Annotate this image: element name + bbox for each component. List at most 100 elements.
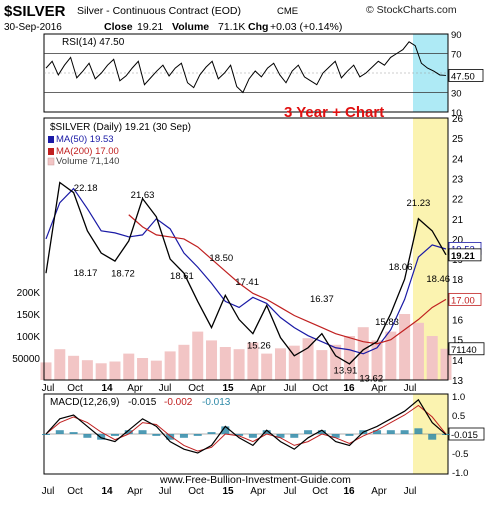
date-tick-label: 14 (101, 486, 113, 497)
date-tick-label: Oct (67, 383, 83, 394)
macd-legend-prefix: MACD(12,26,9) (50, 397, 119, 408)
volume-bar (206, 340, 218, 380)
price-legend: $SILVER (Daily) 19.21 (30 Sep) MA(50) 19… (47, 122, 191, 167)
macd-histogram-bar (221, 426, 230, 434)
price-tick-label: 20 (452, 235, 464, 246)
macd-histogram-bar (317, 430, 326, 434)
date-tick-label: Jul (42, 383, 55, 394)
price-annotation: 17.41 (235, 277, 259, 288)
volume-tick-label: 50000 (12, 354, 40, 365)
volume-bar (178, 344, 190, 380)
macd-histogram-bar (373, 430, 382, 434)
price-annotation: 13.91 (334, 366, 358, 377)
date-tick-label: Jul (284, 486, 297, 497)
date-tick-label: Jul (159, 383, 172, 394)
macd-histogram-bar (83, 434, 92, 438)
volume-bar (274, 348, 286, 380)
price-annotation: 18.17 (74, 268, 98, 279)
price-tick-label: 26 (452, 114, 464, 125)
macd-histogram-bar (97, 434, 106, 440)
macd-histogram-bar (386, 430, 395, 434)
date-axis-price: Jul Oct 14 Apr Jul Oct 15 Apr Jul Oct 16 Apr Jul (42, 383, 417, 394)
date-tick-label: Jul (159, 486, 172, 497)
volume-bar (330, 344, 342, 380)
volume-bar (40, 362, 52, 380)
date-tick-label: Apr (250, 486, 266, 497)
ma200-line (128, 214, 447, 345)
price-frame (43, 117, 449, 381)
chg-value: +0.03 (+0.14%) (270, 21, 342, 33)
price-annotation: 22.18 (74, 183, 98, 194)
price-panel: $SILVER (Daily) 19.21 (30 Sep) MA(50) 19… (12, 114, 485, 387)
volume-bar (219, 347, 231, 380)
macd-histogram-bar (138, 430, 147, 434)
macd-histogram-bar (248, 434, 257, 438)
macd-histogram-bar (55, 430, 64, 434)
volume-bar (54, 349, 66, 380)
macd-histogram-bar (42, 434, 50, 435)
price-legend-title: $SILVER (Daily) 19.21 (30 Sep) (50, 122, 191, 133)
price-tick-label: 16 (452, 316, 464, 327)
chart-symbol: $SILVER (4, 3, 66, 20)
macd-histogram-bar (166, 434, 175, 440)
macd-histogram-bar (124, 430, 133, 434)
volume-tick-label: 200K (17, 288, 41, 299)
volume-legend: Volume 71,140 (56, 156, 119, 167)
price-annotation: 18.46 (426, 274, 450, 285)
macd-histogram-bar (193, 434, 202, 436)
volume-bar (150, 360, 162, 380)
date-tick-label: Apr (371, 486, 387, 497)
volume-bar (426, 336, 438, 380)
date-tick-label: 16 (343, 486, 355, 497)
volume-bar (412, 322, 424, 380)
chg-label: Chg (248, 21, 268, 33)
macd-tick-label: -0.5 (452, 449, 468, 460)
price-annotation: 18.72 (111, 269, 135, 280)
price-value-tag-label: 19.21 (451, 251, 475, 262)
volume-value-tag (448, 342, 485, 356)
volume-bar (385, 331, 397, 380)
rsi-line (45, 41, 447, 94)
macd-legend-hist: -0.013 (202, 397, 231, 408)
ma200-swatch (48, 148, 54, 155)
price-tick-label: 23 (452, 174, 464, 185)
macd-histogram-bar (262, 430, 271, 434)
volume-tick-label: 100K (17, 332, 41, 343)
ma50-line (45, 187, 447, 355)
volume-label: Volume (172, 21, 209, 33)
date-tick-label: Jul (404, 383, 417, 394)
rsi-value-tag (448, 69, 484, 82)
macd-histogram-bar (235, 434, 244, 436)
macd-histogram-bar (276, 434, 285, 438)
macd-tick-label: 0.5 (452, 411, 465, 422)
macd-panel: MACD(12,26,9) -0.015 -0.002 -0.013 1.0 0.… (42, 392, 485, 479)
date-tick-label: 15 (222, 486, 234, 497)
price-value-tag (448, 292, 482, 306)
volume-bar (123, 353, 135, 380)
macd-line (45, 398, 447, 454)
rsi-tick-label: 10 (451, 108, 462, 119)
ma200-legend: MA(200) 17.00 (56, 146, 119, 157)
date-axis-macd: Jul Oct 14 Apr Jul Oct 15 Apr Jul Oct 16 Apr Jul (42, 486, 417, 497)
rsi-value-tag-label: 47.50 (451, 71, 475, 82)
ma50-legend: MA(50) 19.53 (56, 134, 114, 145)
price-tick-label: 25 (452, 134, 464, 145)
macd-histogram-bar (110, 434, 119, 436)
date-tick-label: Jul (404, 486, 417, 497)
macd-histogram-bar (207, 432, 216, 434)
volume-bar (288, 345, 300, 380)
volume-bar (371, 340, 383, 380)
volume-bar (233, 349, 245, 380)
close-label: Close (104, 21, 133, 33)
footer-website: www.Free-Bullion-Investment-Guide.com (159, 474, 351, 486)
date-tick-label: 15 (222, 383, 234, 394)
price-annotation: 21.63 (131, 190, 155, 201)
volume-bar (95, 363, 107, 380)
date-tick-label: Apr (127, 383, 143, 394)
volume-bar (343, 336, 355, 380)
volume-value: 71.1K (218, 21, 245, 33)
price-annotation: 18.06 (389, 262, 413, 273)
price-annotation: 15.26 (247, 340, 271, 351)
chart-date: 30-Sep-2016 (4, 22, 62, 33)
